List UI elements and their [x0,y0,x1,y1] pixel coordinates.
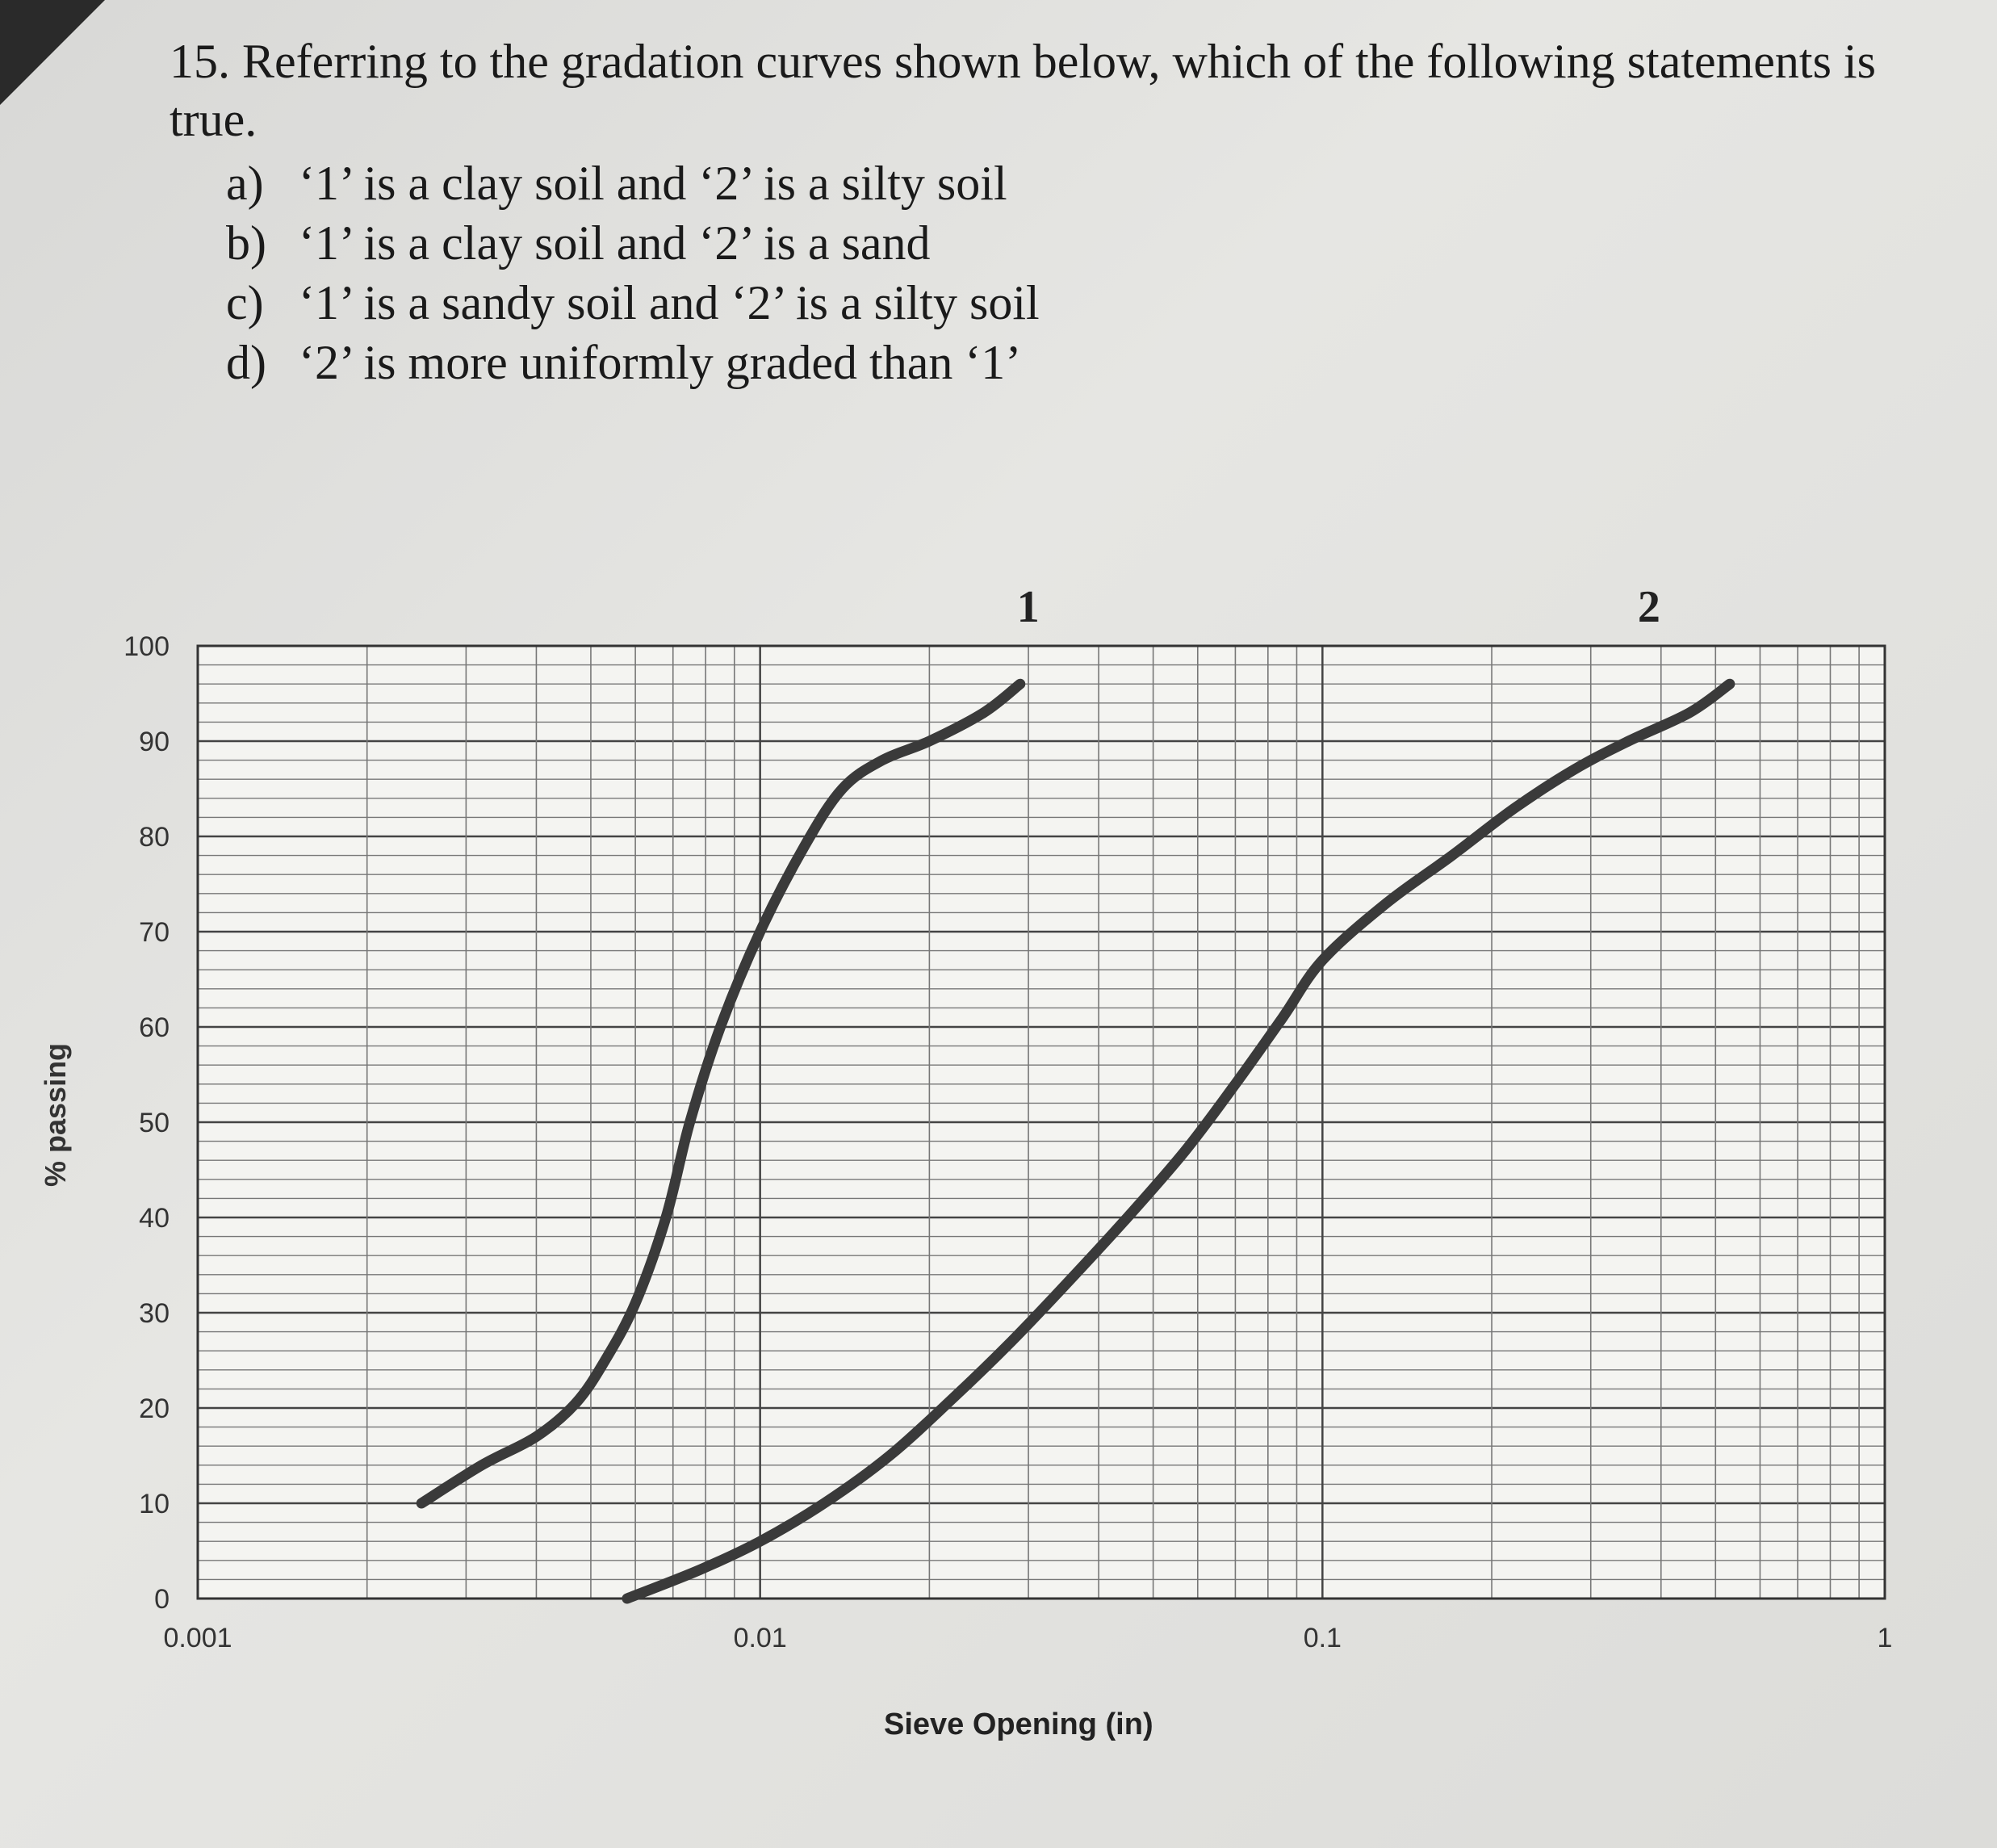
curve-2 [622,678,1735,1604]
answer-options: a) ‘1’ is a clay soil and ‘2’ is a silty … [226,153,1945,392]
x-tick-label: 0.1 [1304,1623,1342,1653]
option-letter: a) [226,157,264,210]
question-text: Referring to the gradation curves shown … [170,35,1876,146]
option-text: ‘1’ is a clay soil and ‘2’ is a silty so… [299,157,1007,210]
curve-1 [416,678,1026,1509]
y-tick-label: 0 [154,1584,170,1615]
x-tick-labels: 0.001 0.01 0.1 1 [163,1623,1892,1653]
y-tick-labels: 0 10 20 30 40 50 60 70 80 90 100 [124,631,170,1615]
option-text: ‘2’ is more uniformly graded than ‘1’ [299,336,1022,389]
y-tick-label: 10 [139,1489,170,1519]
y-tick-label: 20 [139,1393,170,1424]
curve-label-1: 1 [1017,582,1040,632]
y-tick-label: 60 [139,1012,170,1043]
option-a[interactable]: a) ‘1’ is a clay soil and ‘2’ is a silty … [226,153,1945,213]
y-tick-label: 40 [139,1203,170,1234]
option-text: ‘1’ is a sandy soil and ‘2’ is a silty s… [299,276,1040,329]
x-axis-label: Sieve Opening (in) [884,1708,1153,1741]
option-c[interactable]: c) ‘1’ is a sandy soil and ‘2’ is a silty… [226,273,1945,333]
option-letter: b) [226,216,266,270]
plot-border [196,644,1886,1600]
y-tick-label: 100 [124,631,170,662]
grid [196,644,1886,1600]
y-tick-label: 70 [139,917,170,948]
option-text: ‘1’ is a clay soil and ‘2’ is a sand [299,216,931,270]
x-tick-label: 0.001 [163,1623,232,1653]
y-tick-label: 90 [139,727,170,757]
y-tick-label: 50 [139,1108,170,1138]
question-number: 15. [170,35,230,88]
question-block: 15. Referring to the gradation curves sh… [170,32,1945,392]
option-b[interactable]: b) ‘1’ is a clay soil and ‘2’ is a sand [226,213,1945,273]
page-corner-shadow [0,0,105,105]
question-stem: 15. Referring to the gradation curves sh… [170,32,1945,149]
y-tick-label: 80 [139,822,170,853]
option-letter: c) [226,276,264,329]
option-d[interactable]: d) ‘2’ is more uniformly graded than ‘1’ [226,333,1945,392]
x-tick-label: 1 [1878,1623,1893,1653]
option-letter: d) [226,336,266,389]
y-tick-label: 30 [139,1298,170,1329]
y-axis-label: % passing [39,1042,72,1187]
curve-label-2: 2 [1638,582,1660,632]
x-tick-label: 0.01 [734,1623,787,1653]
